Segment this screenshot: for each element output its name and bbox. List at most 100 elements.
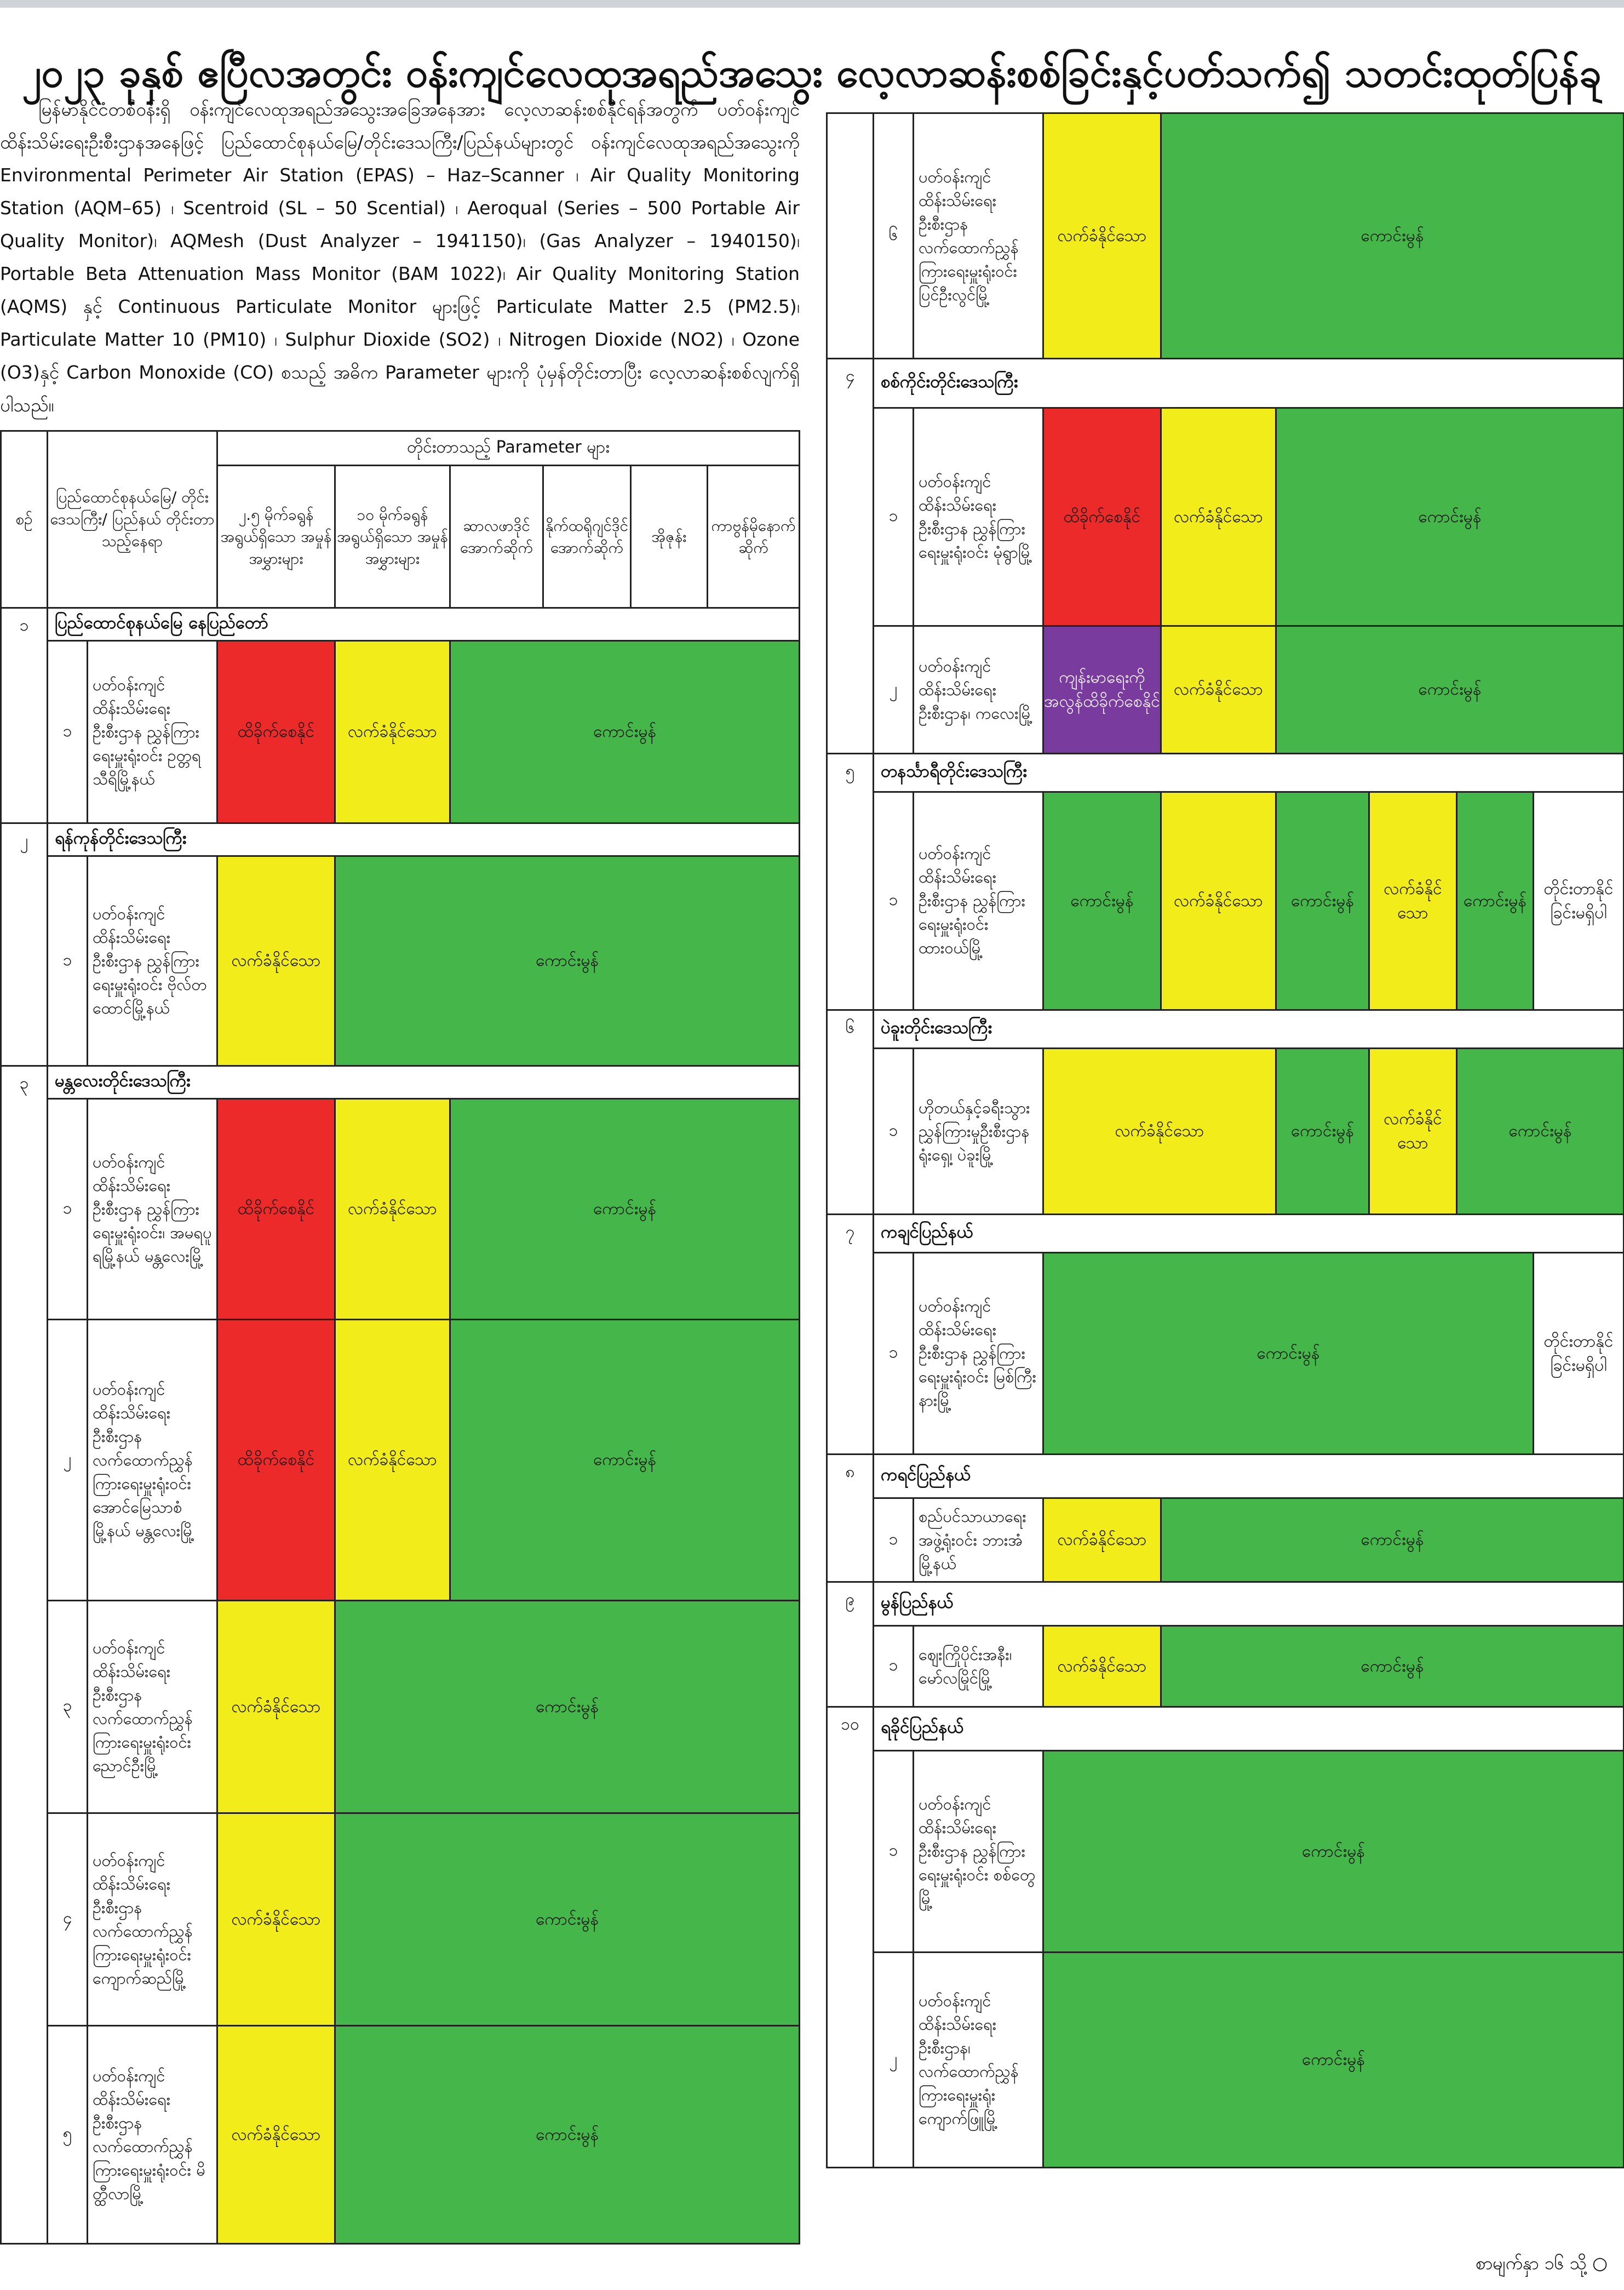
status-cell: ကောင်းမွန် [334, 855, 801, 1067]
table-row: ၂ပတ်ဝန်းကျင်ထိန်းသိမ်းရေးဦးစီးဌာန လက်ထော… [1, 1319, 801, 1601]
header-pm25: ၂.၅ မိုက်ခရွန်အရွယ်ရှိသော အမှုန်အမွှားမျ… [216, 465, 336, 609]
section-name: ရန်ကုန်တိုင်းဒေသကြီး [46, 822, 801, 857]
status-cell: လက်ခံနိုင်သော [1042, 1625, 1162, 1708]
station-number: ၂ [875, 1954, 914, 2166]
top-strip [0, 0, 1624, 8]
status-cell: လက်ခံနိုင်သော [1368, 791, 1457, 1011]
section-name: ပြည်ထောင်စုနယ်မြေ နေပြည်တော် [46, 607, 801, 642]
section-number: ၆ [826, 1009, 874, 1215]
station-name: ပတ်ဝန်းကျင်ထိန်းသိမ်းရေးဦးစီးဌာန လက်ထောက… [93, 1638, 193, 1775]
section-name: ရခိုင်ပြည်နယ် [872, 1706, 1624, 1751]
table-row: ၄ပတ်ဝန်းကျင်ထိန်းသိမ်းရေးဦးစီးဌာန လက်ထော… [1, 1812, 801, 2026]
status-cell: ထိခိုက်စေနိုင် [216, 1098, 336, 1320]
header-parameters: တိုင်းတာသည့် Parameter များ [216, 430, 801, 466]
status-cell: လက်ခံနိုင်သော [1160, 407, 1277, 627]
table-row: ၂ပတ်ဝန်းကျင်ထိန်းသိမ်းရေးဦးစီးဌာန၊ လက်ထေ… [827, 1951, 1624, 2168]
status-cell: ကောင်းမွန် [1275, 791, 1370, 1011]
station-number: ၂ [49, 1321, 88, 1599]
status-cell: ကောင်းမွန် [1042, 1951, 1624, 2168]
status-cell: ကောင်းမွန် [1275, 1047, 1370, 1215]
status-cell: တိုင်းတာနိုင်ခြင်းမရှိပါ [1532, 1252, 1624, 1455]
station-number: ၂ [875, 627, 914, 752]
status-cell: ကောင်းမွန် [1160, 1625, 1624, 1708]
table-row: ၁ပတ်ဝန်းကျင်ထိန်းသိမ်းရေးဦးစီးဌာန ညွှန်က… [1, 1098, 801, 1320]
header-co: ကာဗွန်မိုနောက်ဆိုက် [706, 465, 801, 609]
section-name: ကရင်ပြည်နယ် [872, 1453, 1624, 1499]
station-number: ၁ [49, 1100, 88, 1318]
status-cell: လက်ခံနိုင်သော [334, 1319, 451, 1601]
status-cell: လက်ခံနိုင်သော [1042, 112, 1162, 359]
air-quality-table-left: စဉ် ပြည်ထောင်စုနယ်မြေ/ တိုင်းဒေသကြီး/ ပြ… [0, 430, 801, 2245]
table-row: ၁ပတ်ဝန်းကျင်ထိန်းသိမ်းရေးဦးစီးဌာန ညွှန်က… [1, 855, 801, 1067]
section-number: ၂ [0, 822, 48, 1067]
station-name: ပတ်ဝန်းကျင်ထိန်းသိမ်းရေးဦးစီးဌာန လက်ထောက… [93, 1379, 195, 1540]
section-number: ၇ [826, 1213, 874, 1455]
station-number: ၁ [875, 1752, 914, 1951]
intro-paragraph: မြန်မာနိုင်ငံတစ်ဝန်းရှိ ဝန်းကျင်လေထုအရည်… [0, 93, 800, 422]
status-cell: ကောင်းမွန် [1455, 1047, 1624, 1215]
status-cell: ထိခိုက်စေနိုင် [216, 640, 336, 824]
status-cell: ကောင်းမွန် [334, 2025, 801, 2245]
status-cell: လက်ခံနိုင်သော [1042, 1047, 1277, 1215]
station-name: ပတ်ဝန်းကျင်ထိန်းသိမ်းရေးဦးစီးဌာန ညွှန်ကြ… [919, 472, 1032, 562]
status-cell: ထိခိုက်စေနိုင် [216, 1319, 336, 1601]
status-cell: လက်ခံနိုင်သော [1160, 625, 1277, 754]
header-location: ပြည်ထောင်စုနယ်မြေ/ တိုင်းဒေသကြီး/ ပြည်နယ… [47, 430, 218, 609]
table-row: ၅ပတ်ဝန်းကျင်ထိန်းသိမ်းရေးဦးစီးဌာန လက်ထော… [1, 2025, 801, 2245]
status-cell: တိုင်းတာနိုင်ခြင်းမရှိပါ [1532, 791, 1624, 1011]
status-cell: ကောင်းမွန် [1042, 791, 1162, 1011]
section-number: ၈ [826, 1453, 874, 1583]
table-row: ၁ဟိုတယ်နှင့်ခရီးသွားညွှန်ကြားမှုဦးစီးဌာန… [827, 1047, 1624, 1215]
station-name: ပတ်ဝန်းကျင်ထိန်းသိမ်းရေးဦးစီးဌာန၊ ကလေးမြ… [919, 656, 1033, 723]
section-number: ၉ [826, 1581, 874, 1708]
status-cell: ကောင်းမွန် [449, 1319, 801, 1601]
status-cell: လက်ခံနိုင်သော [1042, 1497, 1162, 1583]
header-no2: နိုက်ထရိုဂျင်ဒိုင်အောက်ဆိုက် [542, 465, 632, 609]
table-row: ၁ပတ်ဝန်းကျင်ထိန်းသိမ်းရေးဦးစီးဌာန ညွှန်က… [827, 1750, 1624, 1953]
station-number: ၁ [875, 1627, 914, 1705]
station-name: ပတ်ဝန်းကျင်ထိန်းသိမ်းရေးဦးစီးဌာန ညွှန်ကြ… [93, 1152, 212, 1266]
table-row: ၁ပတ်ဝန်းကျင်ထိန်းသိမ်းရေးဦးစီးဌာန ညွှန်က… [827, 791, 1624, 1011]
table-row: ၆ပတ်ဝန်းကျင်ထိန်းသိမ်းရေးဦးစီးဌာန လက်ထော… [826, 112, 1624, 359]
status-cell: ကောင်းမွန် [1042, 1750, 1624, 1953]
station-name: ပတ်ဝန်းကျင်ထိန်းသိမ်းရေးဦးစီးဌာန၊ လက်ထော… [919, 1991, 1019, 2128]
station-number: ၄ [49, 1814, 88, 2024]
status-cell: ကောင်းမွန် [1275, 407, 1624, 627]
status-cell: ကောင်းမွန် [449, 1098, 801, 1320]
table-row: ၁စည်ပင်သာယာရေးအဖွဲ့ရုံးဝင်း ဘားအံမြို့နယ… [827, 1497, 1624, 1583]
status-cell: လက်ခံနိုင်သော [1160, 791, 1277, 1011]
station-name: ပတ်ဝန်းကျင်ထိန်းသိမ်းရေးဦးစီးဌာန လက်ထောက… [93, 1851, 193, 1988]
table-row: ၁ဈေးကြိုပိုင်းအနီး၊ မော်လမြိုင်မြို့ လက်… [827, 1625, 1624, 1708]
header-sr: စဉ် [0, 430, 48, 609]
status-cell: လက်ခံနိုင်သော [216, 1812, 336, 2026]
header-pm10: ၁၀ မိုက်ခရွန်အရွယ်ရှိသော အမှုန်အမွှားမျာ… [334, 465, 451, 609]
station-number: ၁ [875, 1499, 914, 1581]
station-number: ၁ [49, 642, 88, 822]
header-o3: အိုဇုန်း [630, 465, 708, 609]
status-cell: လက်ခံနိုင်သော [334, 1098, 451, 1320]
station-name: ပတ်ဝန်းကျင်ထိန်းသိမ်းရေးဦးစီးဌာန ညွှန်ကြ… [919, 1297, 1037, 1410]
table-row: ၂ပတ်ဝန်းကျင်ထိန်းသိမ်းရေးဦးစီးဌာန၊ ကလေးမ… [827, 625, 1624, 754]
section-name: ပဲခူးတိုင်းဒေသကြီး [872, 1009, 1624, 1049]
section-name: ကချင်ပြည်နယ် [872, 1213, 1624, 1253]
station-name: ပတ်ဝန်းကျင်ထိန်းသိမ်းရေးဦးစီးဌာန ညွှန်ကြ… [919, 844, 1025, 957]
station-number: ၁ [875, 1050, 914, 1213]
status-cell: လက်ခံနိုင်သော [216, 855, 336, 1067]
status-cell: လက်ခံနိုင်သော [216, 2025, 336, 2245]
status-cell: ကောင်းမွန် [1042, 1252, 1534, 1455]
status-cell: လက်ခံနိုင်သော [334, 640, 451, 824]
section-number: ၁၀ [826, 1706, 874, 2168]
station-name: ပတ်ဝန်းကျင်ထိန်းသိမ်းရေးဦးစီးဌာန ညွှန်ကြ… [93, 904, 207, 1017]
station-name: ပတ်ဝန်းကျင်ထိန်းသိမ်းရေးဦးစီးဌာန လက်ထောက… [93, 2066, 205, 2203]
status-cell: ကျန်းမာရေးကိုအလွန်ထိခိုက်စေနိုင် [1042, 625, 1162, 754]
air-quality-table-right: ၆ပတ်ဝန်းကျင်ထိန်းသိမ်းရေးဦးစီးဌာန လက်ထော… [826, 112, 1624, 2168]
section-name: တနင်္သာရီတိုင်းဒေသကြီး [872, 753, 1624, 793]
section-number-continued [826, 112, 874, 359]
status-cell: ကောင်းမွန် [1456, 791, 1534, 1011]
status-cell: ထိခိုက်စေနိုင် [1042, 407, 1162, 627]
table-row: ၃ပတ်ဝန်းကျင်ထိန်းသိမ်းရေးဦးစီးဌာန လက်ထော… [1, 1600, 801, 1814]
section-name: မန္တလေးတိုင်းဒေသကြီး [46, 1065, 801, 1100]
station-number: ၁ [875, 1254, 914, 1453]
station-number: ၆ [875, 114, 914, 357]
station-name: ပတ်ဝန်းကျင်ထိန်းသိမ်းရေးဦးစီးဌာန လက်ထောက… [919, 167, 1019, 304]
